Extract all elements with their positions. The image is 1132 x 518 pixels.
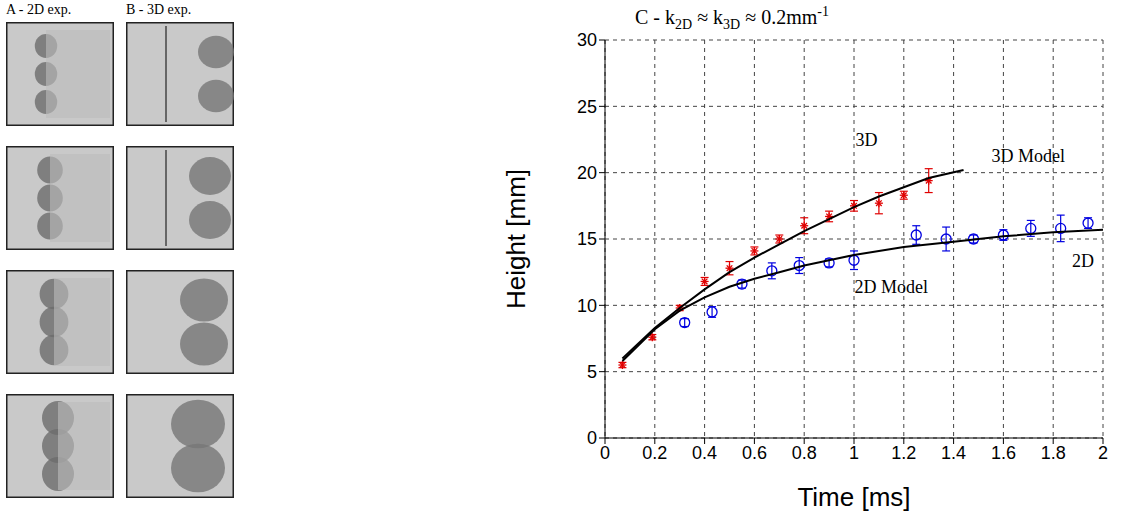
svg-text:2D: 2D [1072,251,1094,271]
svg-text:10: 10 [577,296,597,316]
svg-text:2D Model: 2D Model [855,277,929,297]
html-text:A - 2D exp.: A - 2D exp. [6,2,72,17]
svg-text:3D Model: 3D Model [992,146,1066,166]
svg-text:Time [ms]: Time [ms] [797,482,910,512]
html-text:B - 3D exp.: B - 3D exp. [126,2,192,17]
svg-text:Height [mm]: Height [mm] [501,169,531,309]
svg-text:1.4: 1.4 [941,443,966,463]
svg-text:0: 0 [600,443,610,463]
svg-text:0.4: 0.4 [692,443,717,463]
svg-text:25: 25 [577,97,597,117]
svg-text:15: 15 [577,229,597,249]
svg-text:2: 2 [1098,443,1108,463]
svg-text:0.2: 0.2 [642,443,667,463]
svg-text:20: 20 [577,163,597,183]
svg-text:1.8: 1.8 [1041,443,1066,463]
svg-text:0.8: 0.8 [792,443,817,463]
html-text:C - k2D≈ k3D≈ 0.2 mm-1: C - k2D≈ k3D≈ 0.2 mm-1 [635,4,829,32]
svg-text:3D: 3D [855,130,877,150]
svg-text:30: 30 [577,30,597,50]
svg-text:0: 0 [587,428,597,448]
svg-text:0.6: 0.6 [742,443,767,463]
svg-text:5: 5 [587,362,597,382]
svg-text:1: 1 [849,443,859,463]
svg-text:1.2: 1.2 [891,443,916,463]
svg-text:1.6: 1.6 [991,443,1016,463]
